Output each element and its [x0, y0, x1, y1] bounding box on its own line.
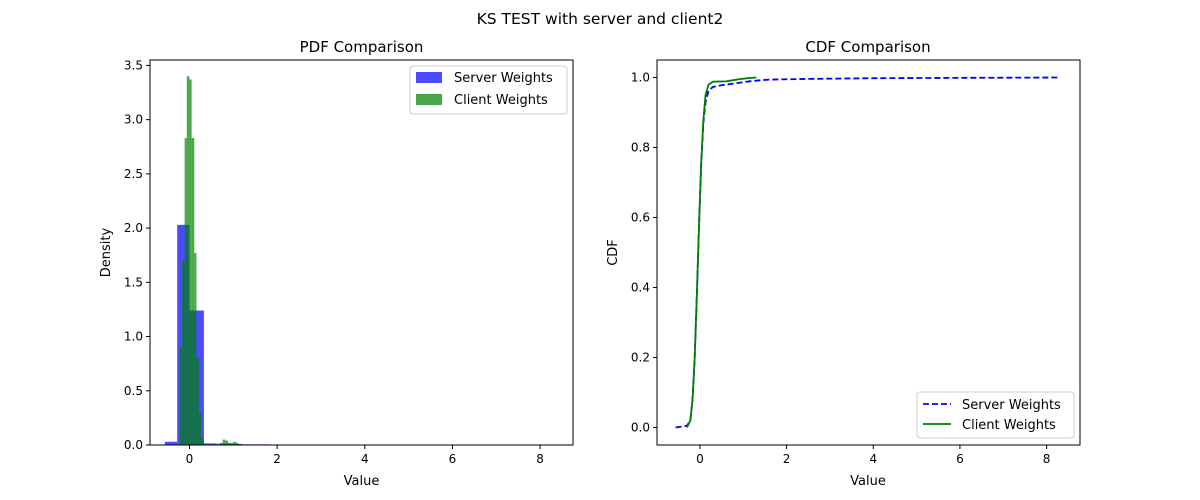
- y-tick-label: 1.0: [124, 330, 143, 344]
- y-tick-label: 0.0: [631, 421, 650, 435]
- pdf-x-ticks: 0 2 4 6 8: [186, 445, 544, 466]
- client-histogram-bar: [199, 412, 202, 445]
- pdf-server-bars: [164, 224, 554, 446]
- y-tick-label: 0.2: [631, 351, 650, 365]
- x-tick-label: 8: [1043, 452, 1051, 466]
- x-tick-label: 4: [869, 452, 877, 466]
- cdf-title: CDF Comparison: [805, 38, 930, 56]
- client-histogram-bar: [194, 253, 197, 445]
- x-tick-label: 2: [783, 452, 791, 466]
- cdf-y-ticks: 0.0 0.2 0.4 0.6 0.8 1.0: [631, 71, 657, 435]
- pdf-legend-server-swatch: [416, 72, 442, 83]
- server-cdf-line: [675, 76, 1060, 429]
- client-histogram-bar: [225, 440, 229, 445]
- client-histogram-bar: [189, 79, 192, 446]
- cdf-legend-server-label: Server Weights: [962, 398, 1061, 413]
- pdf-legend-box: [409, 65, 568, 115]
- cdf-plot-frame: [656, 59, 1081, 446]
- client-histogram-bar: [181, 260, 185, 445]
- y-tick-label: 1.0: [631, 71, 650, 85]
- x-tick-label: 0: [186, 452, 194, 466]
- pdf-x-axis-label: Value: [344, 474, 380, 489]
- pdf-subplot: PDF Comparison 0 2 4 6 8 0.0 0.5 1.0 1.5 2.0 2.5 3…: [99, 38, 574, 489]
- cdf-lines: [675, 76, 1060, 429]
- client-cdf-line: [686, 76, 757, 428]
- x-tick-label: 6: [449, 452, 457, 466]
- pdf-legend-client-swatch: [416, 94, 442, 105]
- server-histogram-bar: [164, 441, 178, 445]
- client-histogram-bar: [238, 443, 243, 445]
- server-histogram-bar: [203, 443, 216, 445]
- y-tick-label: 1.5: [124, 275, 143, 289]
- x-tick-label: 0: [696, 452, 704, 466]
- pdf-title: PDF Comparison: [300, 38, 424, 56]
- x-tick-label: 4: [361, 452, 369, 466]
- y-tick-label: 0.4: [631, 281, 650, 295]
- client-histogram-bar: [184, 138, 187, 445]
- client-histogram-bar: [191, 138, 195, 445]
- client-histogram-bar: [186, 76, 190, 445]
- cdf-legend-box: [916, 391, 1075, 439]
- x-tick-label: 8: [536, 452, 544, 466]
- client-histogram-bar: [222, 439, 226, 445]
- client-histogram-bar: [233, 441, 236, 445]
- client-histogram-bar: [220, 442, 223, 445]
- y-tick-label: 0.5: [124, 384, 143, 398]
- x-tick-label: 2: [273, 452, 281, 466]
- cdf-legend: Server Weights Client Weights: [916, 391, 1075, 439]
- pdf-legend-server-label: Server Weights: [454, 71, 553, 86]
- y-tick-label: 0.8: [631, 141, 650, 155]
- client-histogram-bar: [196, 358, 200, 445]
- y-tick-label: 2.0: [124, 221, 143, 235]
- pdf-plot-frame: [149, 59, 574, 446]
- y-tick-label: 3.0: [124, 113, 143, 127]
- pdf-legend-client-label: Client Weights: [454, 93, 548, 108]
- x-tick-label: 6: [956, 452, 964, 466]
- pdf-legend: Server Weights Client Weights: [409, 65, 568, 115]
- pdf-y-ticks: 0.0 0.5 1.0 1.5 2.0 2.5 3.0 3.5: [124, 58, 150, 452]
- client-histogram-bar: [179, 347, 182, 445]
- client-histogram-bar: [230, 442, 234, 445]
- y-tick-label: 2.5: [124, 167, 143, 181]
- y-tick-label: 0.0: [124, 438, 143, 452]
- cdf-x-axis-label: Value: [850, 474, 886, 489]
- y-tick-label: 3.5: [124, 58, 143, 72]
- client-histogram-bar: [228, 442, 231, 445]
- figure-suptitle: KS TEST with server and client2: [477, 10, 724, 28]
- cdf-y-axis-label: CDF: [606, 239, 621, 266]
- client-histogram-bar: [201, 438, 204, 445]
- pdf-y-axis-label: Density: [99, 227, 114, 277]
- pdf-client-bars: [179, 76, 243, 446]
- y-tick-label: 0.6: [631, 211, 650, 225]
- cdf-x-ticks: 0 2 4 6 8: [696, 445, 1050, 466]
- client-histogram-bar: [235, 442, 239, 445]
- cdf-legend-client-label: Client Weights: [962, 418, 1056, 433]
